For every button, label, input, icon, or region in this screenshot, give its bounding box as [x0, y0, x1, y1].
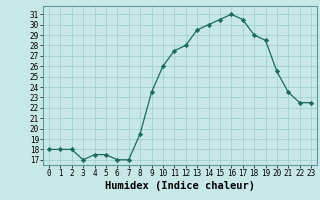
- X-axis label: Humidex (Indice chaleur): Humidex (Indice chaleur): [105, 181, 255, 191]
